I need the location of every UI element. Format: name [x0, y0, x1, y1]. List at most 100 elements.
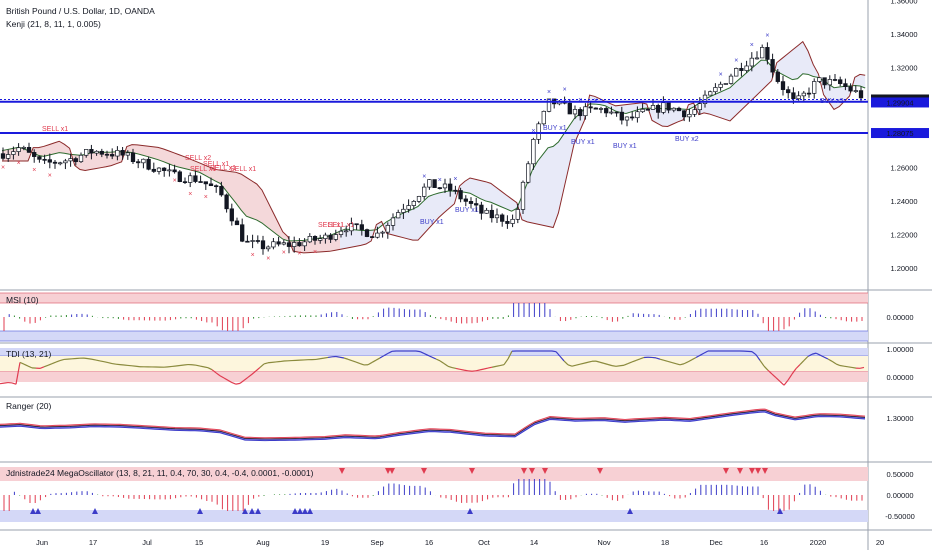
mega-up-triangle — [197, 508, 203, 514]
time-tick-label: Jul — [142, 538, 152, 547]
tdi-line-segment — [423, 352, 429, 356]
candle-body — [214, 185, 219, 188]
tdi-line-segment — [799, 360, 805, 365]
tdi-mid-band — [0, 356, 868, 371]
candle-body — [853, 90, 858, 92]
tdi-line-segment — [259, 363, 265, 368]
tdi-line-segment — [495, 364, 501, 367]
mega-up-triangle — [30, 508, 36, 514]
candle-body — [541, 110, 546, 125]
sub-scale-label: 0.00000 — [886, 491, 913, 500]
tdi-line-segment — [427, 354, 433, 358]
mega-up-triangle — [92, 508, 98, 514]
tdi-line-segment — [775, 377, 781, 382]
time-tick-label: 20 — [876, 538, 884, 547]
candle-body — [52, 161, 58, 164]
tdi-line-segment — [319, 357, 325, 360]
candle-body — [130, 152, 136, 163]
tdi-line-segment — [255, 366, 261, 372]
candle-body — [682, 110, 687, 118]
candle-body — [734, 68, 739, 77]
tdi-line-segment — [575, 363, 581, 366]
candle-body — [286, 242, 292, 247]
candle-body — [6, 154, 11, 159]
tdi-line-segment — [751, 351, 757, 356]
sub-scale-label: 0.50000 — [886, 470, 913, 479]
tdi-line-segment — [759, 360, 765, 367]
candle-body — [765, 47, 770, 60]
mega-down-triangle — [389, 468, 395, 474]
tdi-line-segment — [767, 369, 773, 375]
candle-body — [697, 103, 702, 111]
tdi-line-segment — [447, 365, 453, 369]
buy-signal-label: BUY x1 — [613, 143, 637, 150]
candle-body — [635, 111, 640, 119]
candle-body — [489, 209, 494, 219]
mega-down-triangle — [521, 468, 527, 474]
buy-signal-label: BUY x2 — [820, 98, 844, 105]
tdi-line-segment — [619, 364, 625, 367]
tdi-line-segment — [611, 365, 617, 367]
tdi-line-segment — [439, 360, 445, 365]
tdi-line-segment — [219, 375, 225, 379]
level-a-tag: 1.29904 — [886, 98, 913, 107]
tdi-line-segment — [667, 360, 673, 364]
time-tick-label: Nov — [597, 538, 611, 547]
candle-body — [276, 241, 281, 245]
tdi-line-segment — [379, 355, 385, 359]
candle-body — [832, 79, 838, 81]
tdi-line-segment — [227, 379, 233, 384]
candle-body — [468, 201, 474, 204]
candle-body — [713, 87, 718, 93]
sub-scale-label: 1.00000 — [886, 345, 913, 354]
price-scale[interactable]: 1.360001.340001.320001.280001.260001.240… — [871, 0, 929, 273]
tdi-line-segment — [679, 363, 685, 366]
candle-body — [224, 194, 229, 210]
tdi-line-segment — [335, 355, 341, 358]
candle-body — [656, 105, 661, 113]
buy-signal-label: BUY x1 — [571, 139, 595, 146]
sell-signal-label: SELL x1 — [230, 166, 256, 173]
candle-body — [578, 109, 583, 117]
candle-body — [63, 160, 68, 164]
tdi-line-segment — [583, 361, 589, 364]
candle-body — [255, 240, 260, 242]
candle-body — [47, 159, 52, 163]
tdi-line-segment — [491, 365, 497, 368]
candle-body — [848, 86, 853, 92]
buy-marker: × — [453, 176, 457, 183]
candle-body — [598, 108, 604, 110]
candle-body — [89, 149, 94, 154]
mega-up-triangle — [627, 508, 633, 514]
time-tick-label: 16 — [425, 538, 433, 547]
buy-marker: × — [563, 87, 567, 94]
price-tick-label: 1.22000 — [890, 231, 917, 240]
candle-body — [375, 232, 380, 238]
tdi-line-segment — [83, 357, 89, 360]
tdi-line-segment — [211, 369, 217, 374]
candle-body — [370, 236, 375, 238]
time-axis[interactable]: Jun 17 Jul 15 Aug 19 Sep 16 Oct 14 Nov 18 Dec 16 2020 2… — [36, 538, 884, 547]
tdi-line-segment — [431, 356, 437, 360]
candle-body — [307, 235, 312, 243]
tdi-line-segment — [243, 376, 249, 381]
tdi-line-segment — [91, 358, 97, 361]
kenji-cloud — [2, 41, 866, 253]
tdi-pane — [0, 348, 868, 386]
tdi-line-segment — [347, 358, 353, 362]
tdi-line-segment — [27, 365, 33, 369]
candle-body — [817, 77, 822, 82]
time-tick-label: 17 — [89, 538, 97, 547]
tdi-line-segment — [39, 366, 45, 369]
mega-up-triangle — [467, 508, 473, 514]
tdi-line-segment — [375, 357, 381, 361]
time-tick-label: 18 — [661, 538, 669, 547]
candle-body — [827, 79, 832, 86]
candle-body — [770, 59, 775, 73]
candle-body — [333, 234, 338, 240]
candle-body — [531, 139, 536, 165]
candle-body — [323, 234, 328, 239]
tdi-line-segment — [0, 382, 5, 385]
sub-scale-label: 1.30000 — [886, 414, 913, 423]
tdi-line-segment — [791, 368, 797, 375]
